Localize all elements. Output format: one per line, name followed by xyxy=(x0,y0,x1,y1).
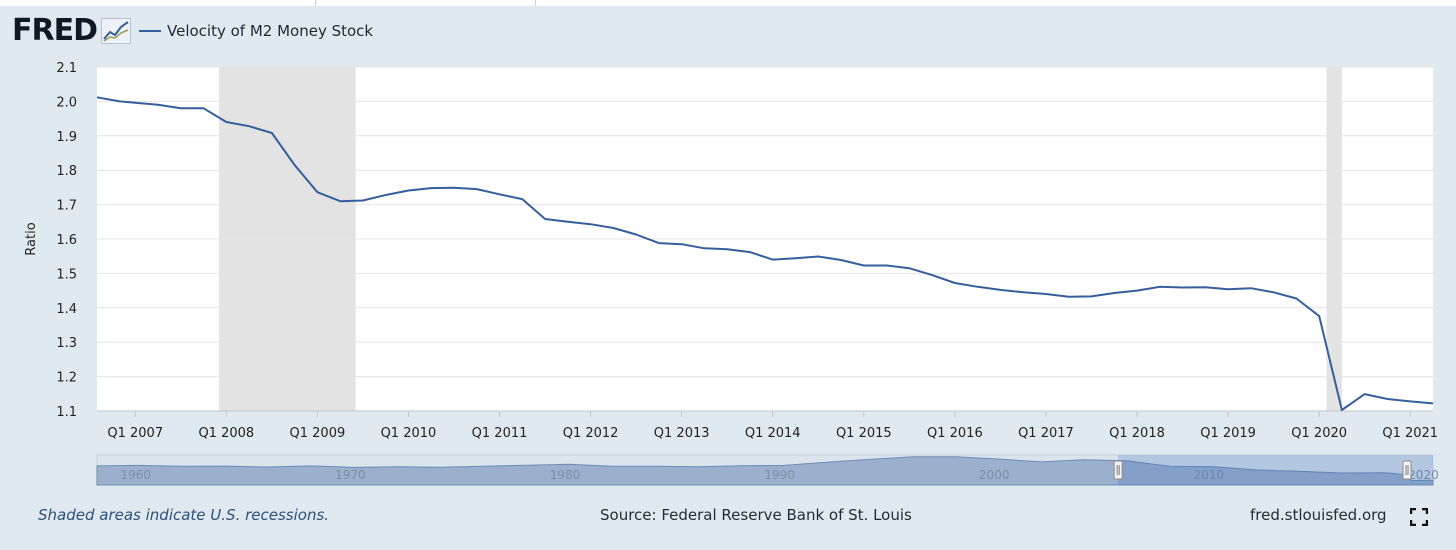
recession-note: Shaded areas indicate U.S. recessions. xyxy=(38,506,330,524)
x-tick-label: Q1 2019 xyxy=(1200,426,1256,441)
y-tick-label: 1.5 xyxy=(56,267,77,282)
x-tick-label: Q1 2013 xyxy=(654,426,710,441)
navigator-year-label: 1970 xyxy=(335,468,366,482)
x-tick-label: Q1 2008 xyxy=(198,426,254,441)
fred-url-link[interactable]: fred.stlouisfed.org xyxy=(1250,506,1387,524)
y-tick-label: 1.2 xyxy=(56,371,77,386)
navigator-selection xyxy=(1118,455,1433,485)
navigator-year-label: 1990 xyxy=(764,468,795,482)
chart-header: FRED Velocity of M2 Money Stock xyxy=(12,14,373,48)
navigator-handle[interactable] xyxy=(1113,460,1123,480)
top-strip xyxy=(0,0,1456,6)
tab-divider xyxy=(535,0,536,6)
navigator-year-label: 2020 xyxy=(1408,468,1439,482)
y-tick-label: 2.1 xyxy=(56,61,77,76)
navigator-year-label: 2000 xyxy=(979,468,1010,482)
navigator-handle[interactable] xyxy=(1402,460,1412,480)
y-axis-label: Ratio xyxy=(24,222,39,255)
y-tick-label: 1.8 xyxy=(56,164,77,179)
x-tick-label: Q1 2007 xyxy=(107,426,163,441)
y-tick-label: 1.6 xyxy=(56,233,77,248)
legend-series-swatch xyxy=(139,30,161,32)
velocity-chart: 2.1 2.0 1.9 1.8 1.7 1.6 1.5 1.4 1.3 1.2 1.1 Ratio Q1… xyxy=(24,61,1439,486)
navigator-year-label: 1980 xyxy=(550,468,581,482)
fred-logo[interactable]: FRED xyxy=(12,13,98,48)
legend-series-label: Velocity of M2 Money Stock xyxy=(167,22,374,40)
navigator-year-label: 2010 xyxy=(1194,468,1225,482)
x-tick-label: Q1 2010 xyxy=(381,426,437,441)
y-tick-label: 1.7 xyxy=(56,199,77,214)
x-tick-label: Q1 2012 xyxy=(563,426,619,441)
source-credit: Source: Federal Reserve Bank of St. Loui… xyxy=(600,506,912,524)
fullscreen-icon[interactable] xyxy=(1410,508,1428,526)
chart-legend[interactable]: Velocity of M2 Money Stock xyxy=(139,22,373,40)
tab-divider xyxy=(315,0,316,6)
x-tick-label: Q1 2009 xyxy=(290,426,346,441)
chart-line-icon xyxy=(101,18,131,44)
y-tick-label: 1.3 xyxy=(56,336,77,351)
x-tick-label: Q1 2015 xyxy=(836,426,892,441)
x-tick-label: Q1 2014 xyxy=(745,426,801,441)
x-tick-label: Q1 2011 xyxy=(472,426,528,441)
x-tick-label: Q1 2020 xyxy=(1291,426,1347,441)
navigator-series-area xyxy=(96,456,1434,486)
x-tick-label: Q1 2018 xyxy=(1109,426,1165,441)
x-tick-label: Q1 2016 xyxy=(927,426,983,441)
y-tick-label: 1.1 xyxy=(56,405,77,420)
navigator-year-label: 1960 xyxy=(120,468,151,482)
y-tick-label: 1.9 xyxy=(56,130,77,145)
x-tick-label: Q1 2017 xyxy=(1018,426,1074,441)
series-line xyxy=(96,96,1434,411)
x-tick-label: Q1 2021 xyxy=(1382,426,1438,441)
y-tick-label: 2.0 xyxy=(56,95,77,110)
y-tick-label: 1.4 xyxy=(56,302,77,317)
